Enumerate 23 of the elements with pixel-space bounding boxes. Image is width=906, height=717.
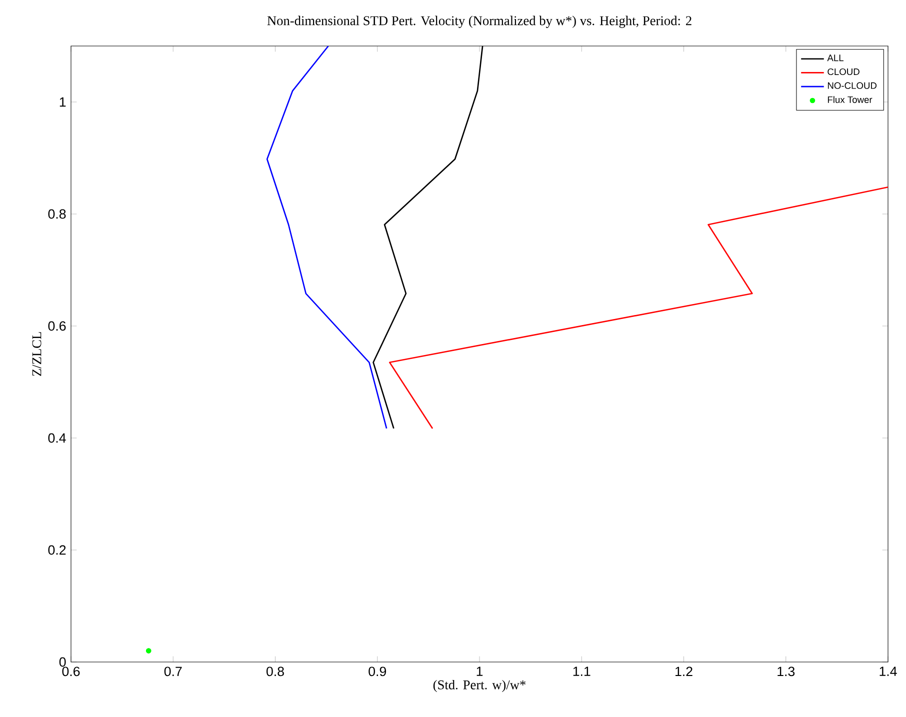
legend-label: NO-CLOUD bbox=[828, 82, 877, 89]
y-tick-label: 0.8 bbox=[48, 209, 66, 219]
x-tick-label: 1.3 bbox=[778, 666, 795, 676]
x-tick-label: 0.9 bbox=[368, 666, 386, 676]
line-series bbox=[266, 46, 388, 430]
chart-title: Non-dimensional STD Pert. Velocity (Normalized by w*) vs. Height, Period: 2 bbox=[267, 16, 692, 28]
x-tick-label: 0.8 bbox=[266, 666, 284, 676]
legend-label: Flux Tower bbox=[828, 96, 872, 103]
legend-label: ALL bbox=[827, 54, 844, 62]
x-axis-title: (Std. Pert. w)/w* bbox=[433, 680, 526, 692]
y-tick-label: 0.4 bbox=[48, 433, 66, 443]
x-tick-label: 1.2 bbox=[676, 666, 692, 676]
x-tick-label: 1.4 bbox=[880, 666, 897, 676]
y-tick-label: 0.2 bbox=[48, 545, 66, 555]
x-tick-label: 0.7 bbox=[164, 666, 182, 676]
y-tick-label: 0 bbox=[59, 657, 66, 667]
y-axis-title: Z/ZLCL bbox=[32, 332, 42, 376]
y-tick-label: 0.6 bbox=[48, 321, 66, 331]
x-tick-label: 1 bbox=[476, 666, 483, 676]
legend-label: CLOUD bbox=[828, 68, 860, 76]
x-tick-label: 1.1 bbox=[573, 666, 590, 676]
y-tick-label: 1 bbox=[60, 97, 66, 107]
line-series bbox=[388, 186, 888, 430]
